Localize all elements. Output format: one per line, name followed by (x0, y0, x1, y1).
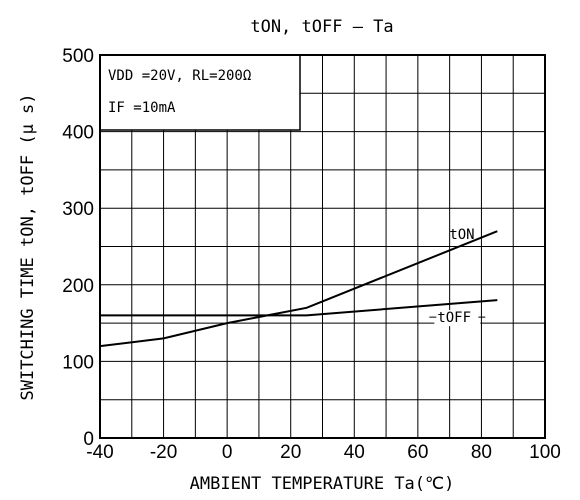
y-tick-label: 200 (62, 276, 94, 297)
series-layer (99, 230, 498, 348)
y-axis-label: SWITCHING TIME tON, tOFF (μ s) (18, 93, 38, 400)
x-tick-label: 100 (529, 442, 561, 463)
x-tick-label: 20 (280, 442, 301, 463)
series-line-toff (100, 299, 498, 317)
condition-line-1: VDD =20V, RL=200Ω (108, 68, 251, 84)
series-label-toff-mask (436, 310, 479, 326)
x-tick-label: -20 (150, 442, 177, 463)
x-tick-label: 0 (222, 442, 233, 463)
y-tick-label: 300 (62, 199, 94, 220)
x-tick-label: 40 (344, 442, 365, 463)
series-label-toff: tOFF (437, 310, 471, 326)
condition-line-2: IF =10mA (108, 100, 176, 116)
x-tick-label: -40 (86, 442, 113, 463)
y-tick-label: 500 (62, 46, 94, 67)
x-axis-label: AMBIENT TEMPERATURE Ta(℃) (190, 474, 455, 494)
y-tick-label: 0 (83, 429, 94, 450)
y-tick-label: 400 (62, 123, 94, 144)
plot-frame (99, 54, 546, 439)
series-line-ton (99, 230, 498, 348)
x-tick-label: 80 (471, 442, 492, 463)
y-tick-label: 100 (62, 352, 94, 373)
x-tick-label: 60 (407, 442, 428, 463)
tick-labels: -40 -20 0 20 40 60 80 100 0 100 200 300 400 500 (62, 46, 561, 463)
chart-title: tON, tOFF – Ta (250, 17, 393, 37)
condition-box (99, 54, 301, 131)
series-label-ton: tON (449, 227, 474, 243)
series-labels: tON tOFF (429, 227, 486, 327)
